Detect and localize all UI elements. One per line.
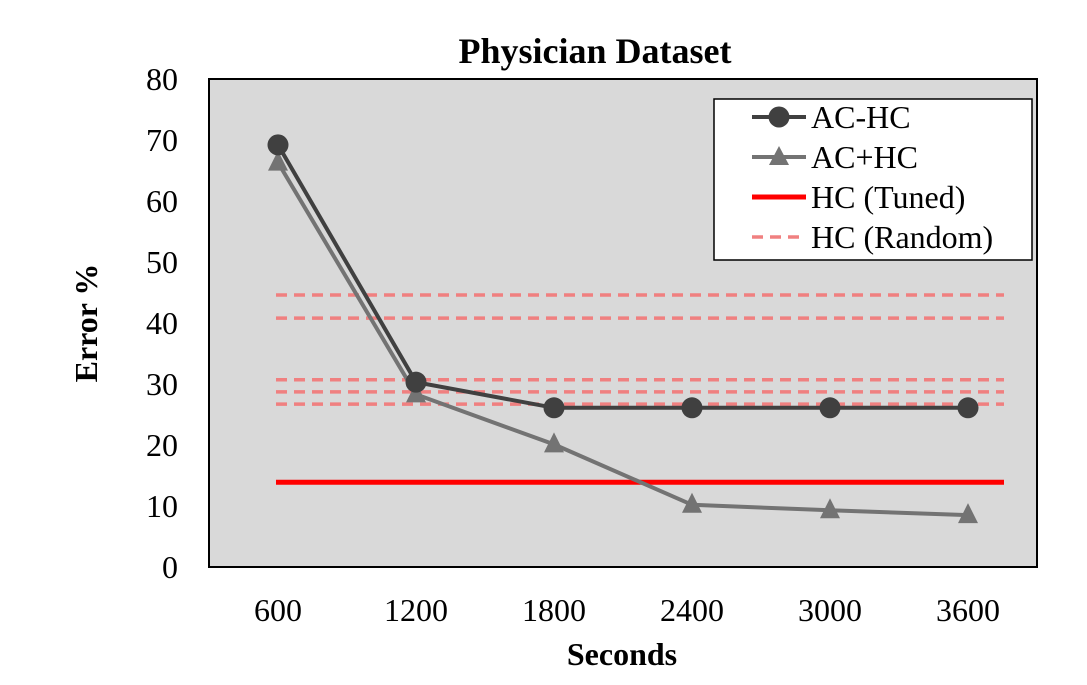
y-axis-title: Error % bbox=[68, 264, 104, 383]
y-tick-label: 50 bbox=[146, 244, 178, 280]
y-tick-label: 0 bbox=[162, 549, 178, 585]
legend: AC-HC AC+HC HC (Tuned) HC (Random) bbox=[713, 98, 1033, 261]
x-tick-label: 3000 bbox=[798, 592, 862, 628]
series-line-ac-plus-hc bbox=[276, 161, 969, 518]
legend-label: AC-HC bbox=[811, 99, 911, 135]
data-point-ac-hc bbox=[681, 397, 703, 419]
x-tick-label: 1200 bbox=[384, 592, 448, 628]
y-tick-label: 20 bbox=[146, 427, 178, 463]
data-point-ac-hc bbox=[405, 371, 427, 393]
series-line-ac-hc bbox=[276, 143, 968, 410]
y-tick-label: 40 bbox=[146, 305, 178, 341]
data-point-ac-hc bbox=[267, 134, 289, 156]
legend-marker bbox=[768, 106, 790, 128]
data-point-ac-plus-hc bbox=[958, 503, 978, 524]
y-tick-label: 70 bbox=[146, 122, 178, 158]
x-tick-label: 1800 bbox=[522, 592, 586, 628]
series-layer bbox=[267, 134, 1004, 524]
legend-box bbox=[713, 98, 1033, 261]
x-tick-label: 2400 bbox=[660, 592, 724, 628]
x-tick-label: 3600 bbox=[936, 592, 1000, 628]
legend-label: HC (Tuned) bbox=[811, 179, 965, 215]
legend-label: AC+HC bbox=[811, 139, 918, 175]
y-axis-ticks: 0 10 20 30 40 50 60 70 80 bbox=[146, 61, 178, 585]
data-point-ac-hc bbox=[819, 397, 841, 419]
y-tick-label: 80 bbox=[146, 61, 178, 97]
x-axis-ticks: 600 1200 1800 2400 3000 3600 bbox=[254, 592, 1000, 628]
data-point-ac-plus-hc bbox=[820, 498, 840, 519]
data-point-ac-hc bbox=[957, 397, 979, 419]
x-axis-title: Seconds bbox=[567, 636, 677, 672]
y-tick-label: 60 bbox=[146, 183, 178, 219]
y-tick-label: 10 bbox=[146, 488, 178, 524]
data-point-ac-plus-hc bbox=[268, 150, 288, 171]
y-tick-label: 30 bbox=[146, 366, 178, 402]
legend-label: HC (Random) bbox=[811, 219, 993, 255]
legend-marker bbox=[769, 146, 789, 165]
x-tick-label: 600 bbox=[254, 592, 302, 628]
data-point-ac-hc bbox=[543, 397, 565, 419]
data-point-ac-plus-hc bbox=[682, 492, 702, 513]
chart-title: Physician Dataset bbox=[459, 31, 732, 71]
data-point-ac-plus-hc bbox=[544, 432, 564, 453]
